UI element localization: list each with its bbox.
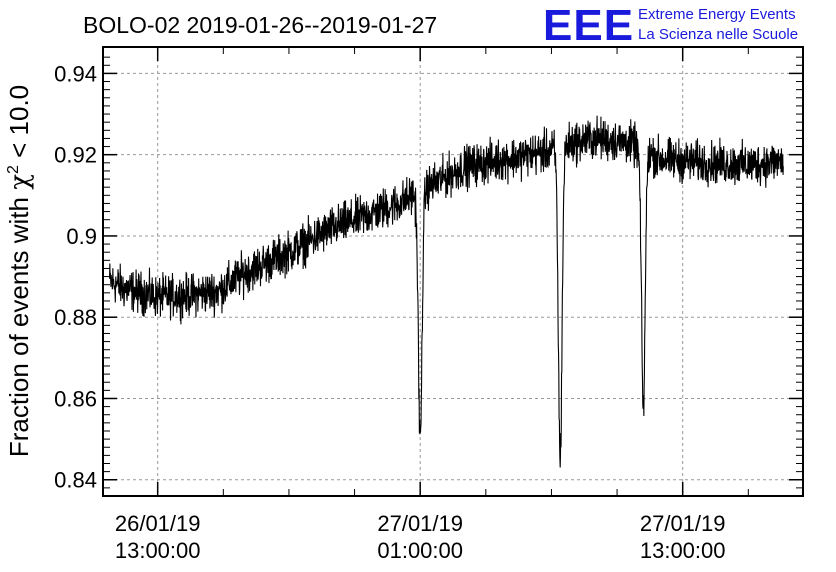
y-tick-label: 0.9 <box>66 224 97 249</box>
y-axis-label: Fraction of events with χ2 < 10.0 <box>4 85 35 457</box>
x-tick-date: 26/01/19 <box>115 511 201 536</box>
y-tick-label: 0.88 <box>54 305 97 330</box>
x-tick-time: 13:00:00 <box>115 538 201 563</box>
y-tick-label: 0.94 <box>54 61 97 86</box>
x-tick-time: 01:00:00 <box>377 538 463 563</box>
y-axis-label-suffix: < 10.0 <box>4 85 34 165</box>
x-tick-time: 13:00:00 <box>640 538 726 563</box>
chart-title: BOLO-02 2019-01-26--2019-01-27 <box>83 12 437 38</box>
y-axis-label-sup: 2 <box>5 165 22 174</box>
y-tick-label: 0.86 <box>54 386 97 411</box>
axis-ticks <box>103 47 803 497</box>
tick-labels: 0.840.860.880.90.920.9426/01/1913:00:002… <box>54 61 725 563</box>
x-tick-date: 27/01/19 <box>377 511 463 536</box>
y-axis-label-chi: χ <box>5 174 35 190</box>
eee-logo: EEE Extreme Energy Events La Scienza nel… <box>543 1 798 50</box>
grid <box>103 47 803 496</box>
y-tick-label: 0.92 <box>54 143 97 168</box>
y-axis-label-prefix: Fraction of events with <box>4 190 34 457</box>
x-tick-date: 27/01/19 <box>640 511 726 536</box>
eee-logo-letters: EEE <box>543 1 634 50</box>
eee-logo-line2: La Scienza nelle Scuole <box>638 26 798 43</box>
eee-logo-line1: Extreme Energy Events <box>638 6 796 23</box>
plot-frame <box>102 46 804 497</box>
series-line <box>109 115 784 468</box>
y-tick-label: 0.84 <box>54 468 97 493</box>
